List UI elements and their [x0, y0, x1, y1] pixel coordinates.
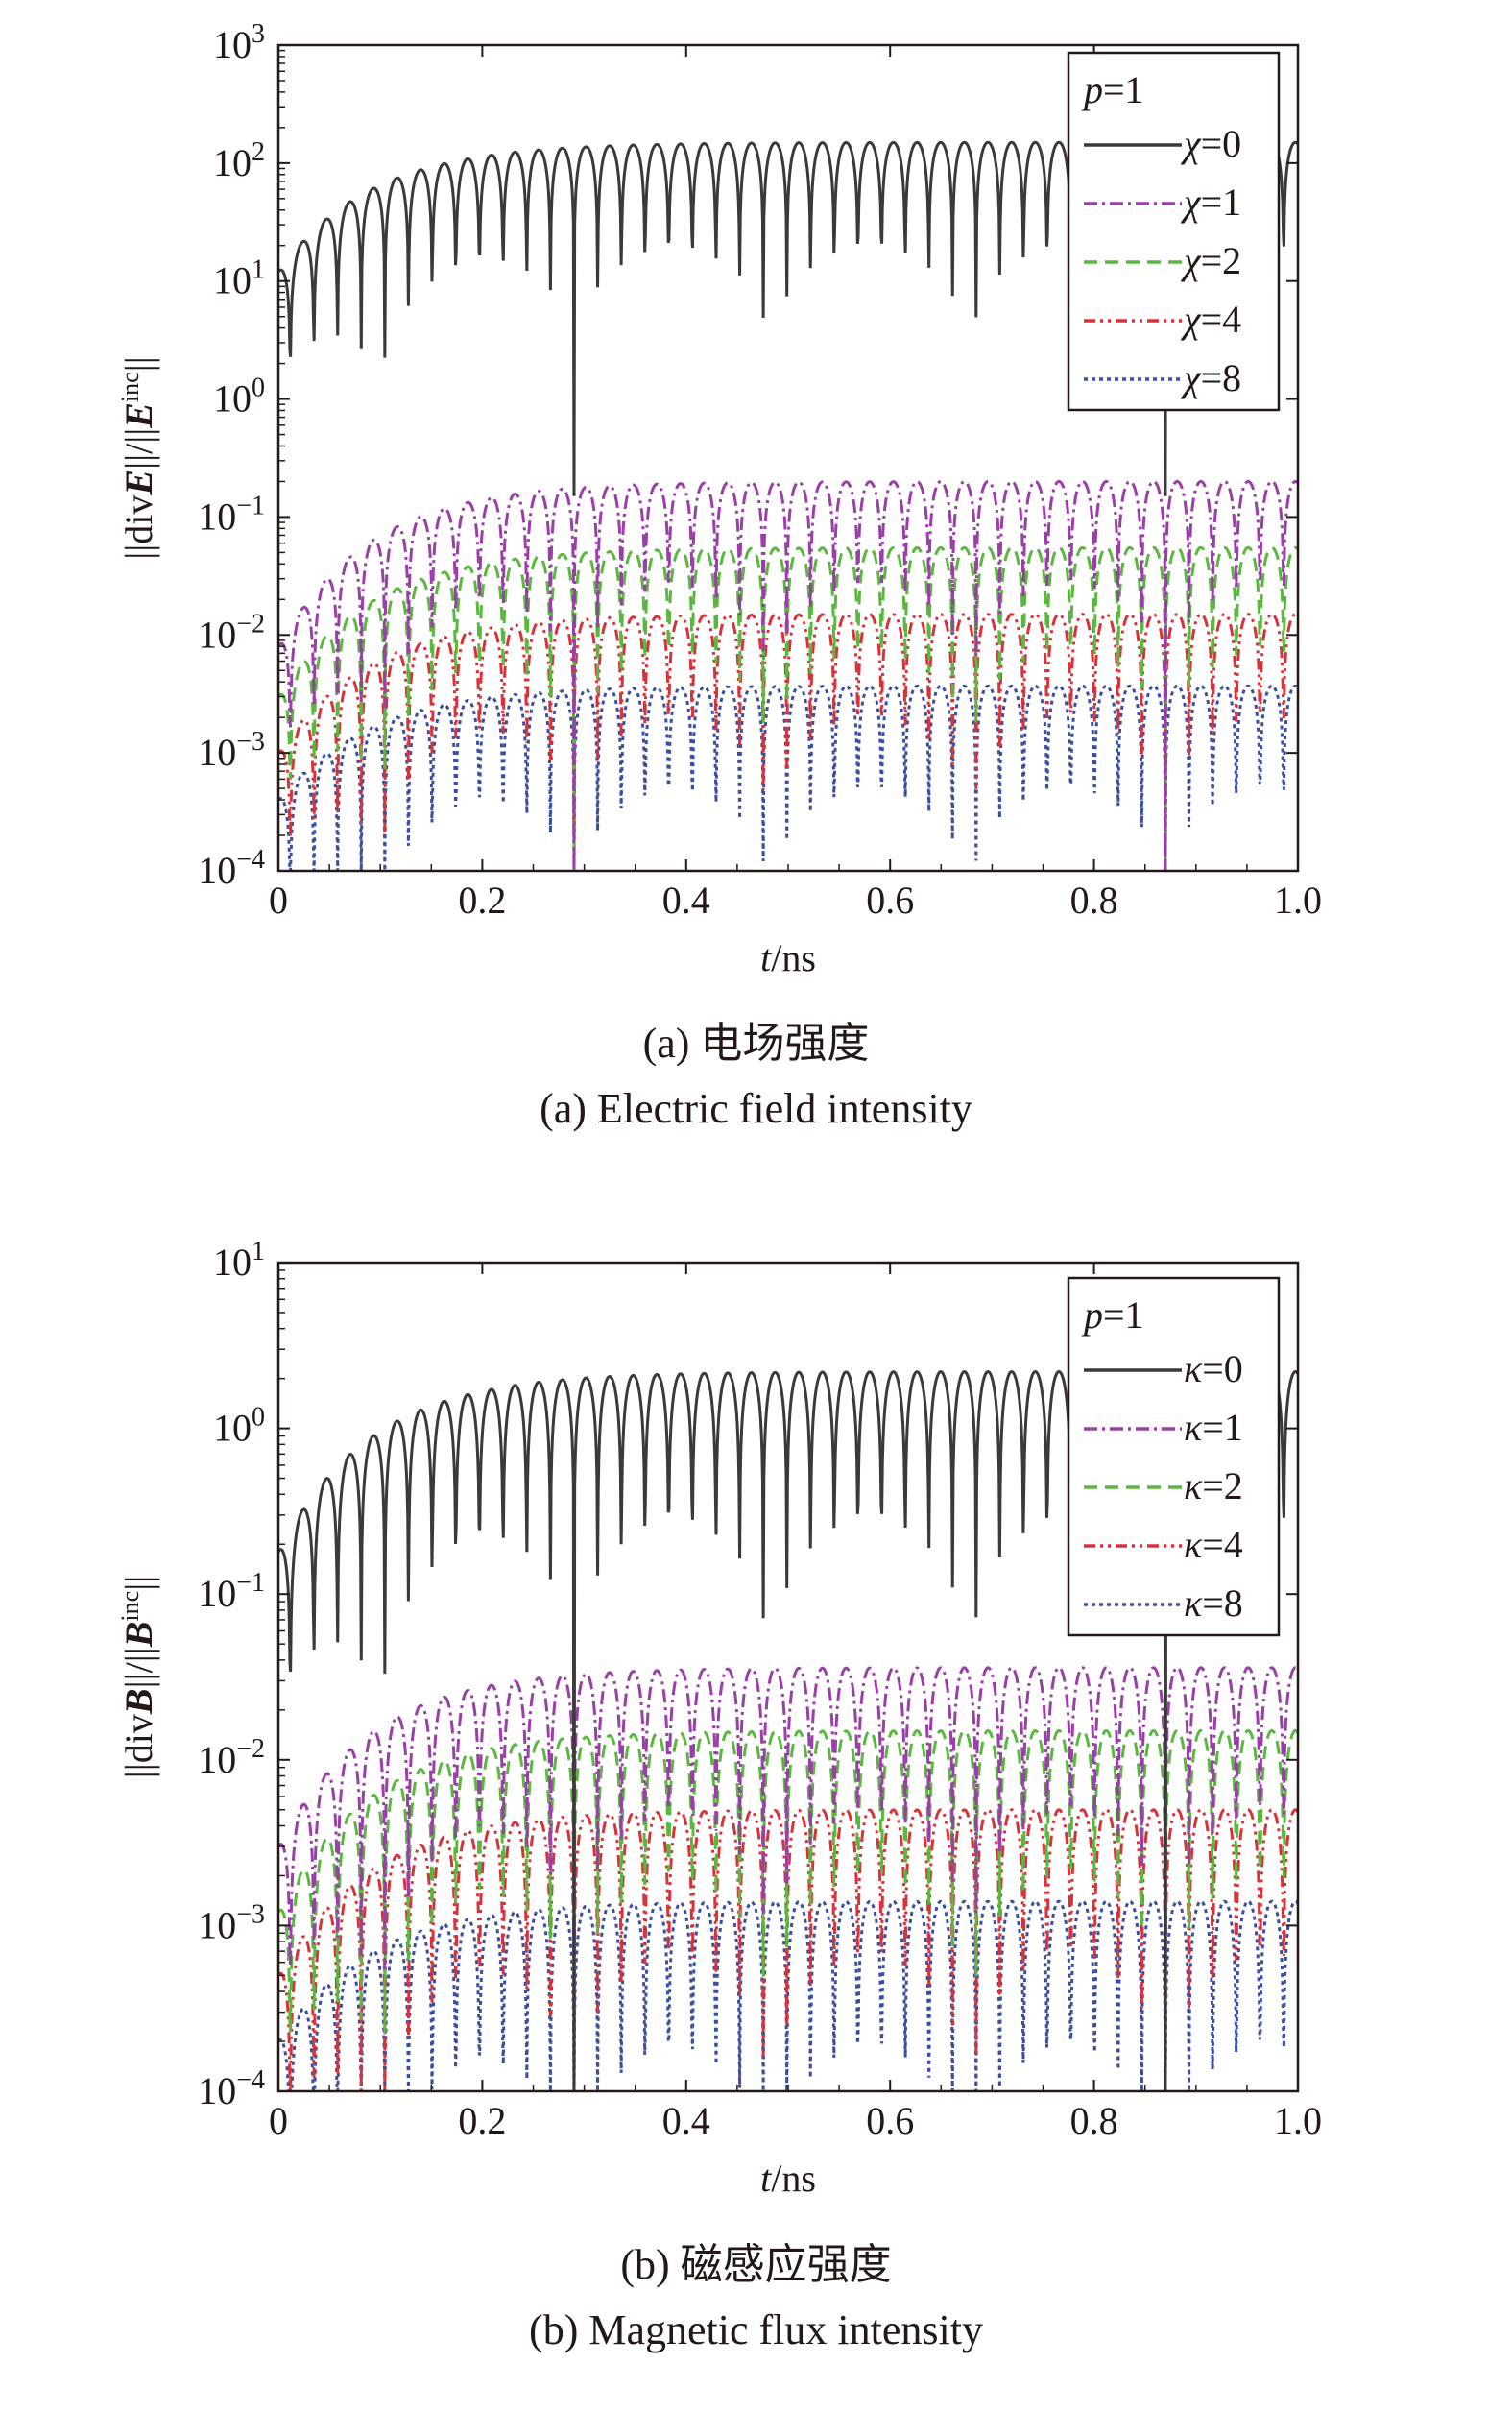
- y-tick-label: 103: [213, 19, 265, 66]
- caption-cn: (b) 磁感应强度: [620, 2241, 892, 2288]
- legend-entry-2: κ=2: [1184, 1464, 1243, 1508]
- x-tick-label: 0.8: [1070, 879, 1118, 922]
- y-tick-label: 100: [213, 1403, 265, 1450]
- x-tick-label: 1.0: [1274, 2099, 1322, 2142]
- legend-entry-8: χ=8: [1180, 356, 1241, 399]
- legend-title: p=1: [1081, 1293, 1144, 1337]
- y-axis-title: ||divB||/||Binc||: [116, 1576, 160, 1778]
- y-tick-label: 10−3: [198, 1899, 265, 1946]
- legend-entry-8: κ=8: [1184, 1581, 1243, 1625]
- x-tick-label: 0.2: [458, 879, 506, 922]
- caption-en: (b) Magnetic flux intensity: [529, 2306, 983, 2353]
- y-tick-label: 102: [213, 137, 265, 184]
- x-tick-label: 1.0: [1274, 879, 1322, 922]
- y-tick-label: 100: [213, 374, 265, 421]
- y-tick-label: 101: [213, 255, 265, 302]
- series-line-1: [278, 479, 1298, 871]
- x-tick-label: 0.4: [662, 2099, 710, 2142]
- legend-entry-1: χ=1: [1180, 181, 1241, 224]
- caption-cn: (a) 电场强度: [642, 1020, 870, 1067]
- legend-entry-0: κ=0: [1184, 1347, 1243, 1390]
- y-tick-label: 10−2: [198, 1734, 265, 1781]
- chart-electric-field: 0 0.2 0.4 0.6 0.8 1.0 10−4 10−3 10−2 10−1 100 101 10…: [116, 19, 1322, 979]
- x-axis-title: t/ns: [760, 936, 816, 979]
- chart-panel-electric: 0 0.2 0.4 0.6 0.8 1.0 10−4 10−3 10−2 10−1 100 101 10…: [116, 19, 1322, 1132]
- x-tick-label: 0.4: [662, 879, 710, 922]
- y-tick-label: 10−2: [198, 609, 265, 656]
- series-line-4: [278, 1808, 1298, 2091]
- series-line-1: [278, 1666, 1298, 2091]
- chart-panel-magnetic: 0 0.2 0.4 0.6 0.8 1.0 10−4 10−3 10−2 10−1 100 101 t/…: [0, 1206, 1512, 2412]
- y-tick-label: 10−4: [198, 2065, 265, 2112]
- x-tick-label: 0: [269, 2099, 288, 2142]
- series-line-4: [278, 613, 1298, 871]
- y-tick-label: 10−1: [198, 1568, 265, 1615]
- series-line-2: [278, 545, 1298, 871]
- x-tick-label: 0.8: [1070, 2099, 1118, 2142]
- chart-magnetic-flux: 0 0.2 0.4 0.6 0.8 1.0 10−4 10−3 10−2 10−1 100 101 t/…: [116, 1237, 1322, 2200]
- legend-title: p=1: [1081, 68, 1144, 111]
- y-axis-title: ||divE||/||Einc||: [116, 356, 160, 559]
- plot-area: [278, 1369, 1298, 2091]
- legend-box: [1067, 51, 1281, 412]
- caption-en: (a) Electric field intensity: [540, 1085, 972, 1132]
- legend-entry-1: κ=1: [1184, 1406, 1243, 1449]
- y-tick-label: 10−3: [198, 727, 265, 774]
- legend: p=1 κ=0 κ=1 κ=2 κ=4 κ=8: [1067, 1276, 1281, 1637]
- x-tick-label: 0.6: [866, 879, 914, 922]
- y-tick-label: 101: [213, 1237, 265, 1284]
- y-tick-label: 10−4: [198, 845, 265, 892]
- y-tick-label: 10−1: [198, 491, 265, 538]
- legend-entry-4: κ=4: [1184, 1523, 1243, 1566]
- legend: p=1 χ=0 χ=1 χ=2 χ=4 χ=8: [1067, 51, 1281, 412]
- legend-entry-4: χ=4: [1180, 298, 1241, 341]
- x-tick-label: 0.6: [866, 2099, 914, 2142]
- legend-entry-0: χ=0: [1180, 122, 1241, 165]
- x-axis-title: t/ns: [760, 2157, 816, 2200]
- legend-box: [1067, 1276, 1281, 1637]
- series-line-2: [278, 1728, 1298, 2091]
- legend-entry-2: χ=2: [1180, 239, 1241, 282]
- x-tick-label: 0.2: [458, 2099, 506, 2142]
- x-tick-label: 0: [269, 879, 288, 922]
